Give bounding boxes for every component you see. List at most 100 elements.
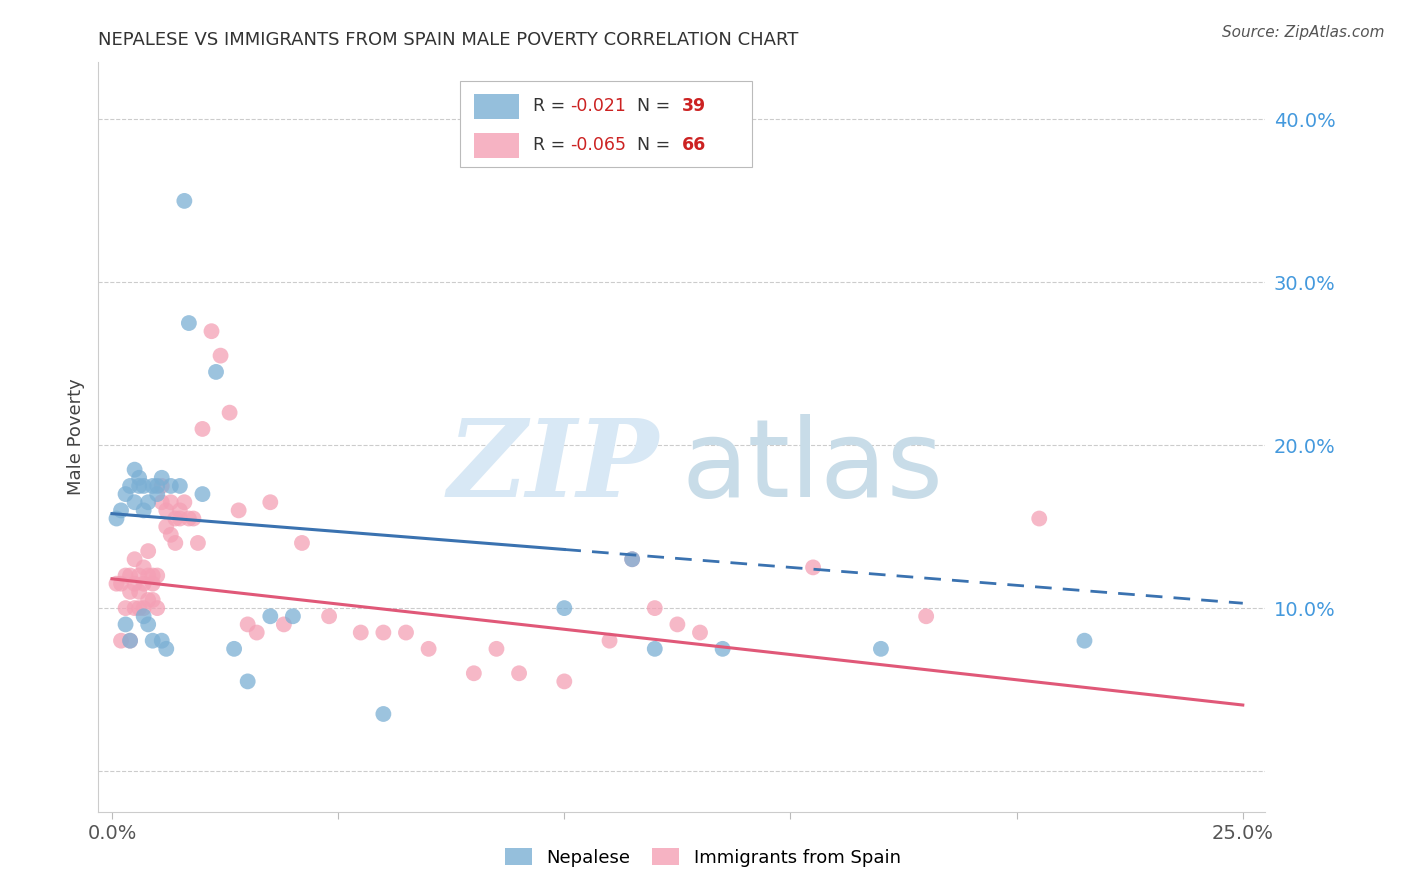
Point xyxy=(191,422,214,436)
Point xyxy=(105,511,128,525)
Point xyxy=(165,536,187,550)
Point xyxy=(209,349,232,363)
Point xyxy=(173,495,195,509)
Text: -0.021: -0.021 xyxy=(569,97,626,115)
Point xyxy=(183,511,205,525)
Point xyxy=(120,633,142,648)
Point xyxy=(146,568,169,582)
Point xyxy=(128,584,150,599)
Point xyxy=(136,568,159,582)
Point xyxy=(120,584,142,599)
Point xyxy=(485,641,508,656)
Point xyxy=(205,365,228,379)
Point xyxy=(187,536,209,550)
Point xyxy=(621,552,644,566)
Point xyxy=(191,487,214,501)
Point xyxy=(395,625,418,640)
Point xyxy=(128,568,150,582)
Point xyxy=(218,406,240,420)
Point xyxy=(142,568,165,582)
Point xyxy=(508,666,530,681)
Point xyxy=(169,511,191,525)
Point xyxy=(281,609,304,624)
Point xyxy=(124,552,146,566)
Point xyxy=(136,617,159,632)
Point xyxy=(915,609,938,624)
Text: 39: 39 xyxy=(682,97,706,115)
Point xyxy=(105,576,128,591)
Point xyxy=(159,479,181,493)
Point xyxy=(689,625,711,640)
Point xyxy=(177,511,200,525)
Point xyxy=(114,601,136,615)
Point xyxy=(259,495,281,509)
Point xyxy=(169,503,191,517)
Point xyxy=(114,487,136,501)
Point xyxy=(246,625,269,640)
Text: 66: 66 xyxy=(682,136,706,153)
Point xyxy=(124,463,146,477)
Point xyxy=(644,601,666,615)
Point xyxy=(128,471,150,485)
Point xyxy=(801,560,824,574)
Y-axis label: Male Poverty: Male Poverty xyxy=(67,379,86,495)
Point xyxy=(155,641,177,656)
Point xyxy=(599,633,621,648)
Point xyxy=(318,609,340,624)
Point xyxy=(110,576,132,591)
Text: ZIP: ZIP xyxy=(447,414,658,520)
Point xyxy=(173,194,195,208)
Point xyxy=(132,503,155,517)
Point xyxy=(128,479,150,493)
Point xyxy=(159,495,181,509)
Point xyxy=(169,479,191,493)
Point xyxy=(124,576,146,591)
Point xyxy=(110,633,132,648)
Point xyxy=(200,324,222,338)
Text: -0.065: -0.065 xyxy=(569,136,626,153)
Text: R =: R = xyxy=(533,97,571,115)
Point xyxy=(120,568,142,582)
Point xyxy=(224,641,246,656)
Point xyxy=(146,487,169,501)
FancyBboxPatch shape xyxy=(474,133,519,158)
Point xyxy=(146,479,169,493)
Point xyxy=(236,674,259,689)
Point xyxy=(150,479,173,493)
Point xyxy=(150,471,173,485)
Point xyxy=(870,641,893,656)
Point xyxy=(128,601,150,615)
Point xyxy=(159,528,181,542)
Point xyxy=(114,617,136,632)
Point xyxy=(142,593,165,607)
Point xyxy=(350,625,373,640)
Point xyxy=(228,503,250,517)
Point xyxy=(1073,633,1095,648)
Point xyxy=(114,568,136,582)
Text: NEPALESE VS IMMIGRANTS FROM SPAIN MALE POVERTY CORRELATION CHART: NEPALESE VS IMMIGRANTS FROM SPAIN MALE P… xyxy=(98,31,799,49)
Point xyxy=(273,617,295,632)
Text: N =: N = xyxy=(626,97,676,115)
Point xyxy=(146,601,169,615)
Point xyxy=(136,544,159,558)
Point xyxy=(553,674,575,689)
Point xyxy=(621,552,644,566)
Point xyxy=(132,576,155,591)
Point xyxy=(373,706,395,721)
FancyBboxPatch shape xyxy=(474,94,519,119)
Point xyxy=(553,601,575,615)
Point xyxy=(373,625,395,640)
Point xyxy=(711,641,734,656)
Point xyxy=(418,641,440,656)
Point xyxy=(1028,511,1050,525)
Point xyxy=(136,593,159,607)
Point xyxy=(259,609,281,624)
Point xyxy=(155,519,177,533)
Point xyxy=(236,617,259,632)
Point xyxy=(110,503,132,517)
Point xyxy=(150,495,173,509)
Point xyxy=(124,495,146,509)
Point xyxy=(132,479,155,493)
Point xyxy=(132,609,155,624)
Point xyxy=(142,576,165,591)
